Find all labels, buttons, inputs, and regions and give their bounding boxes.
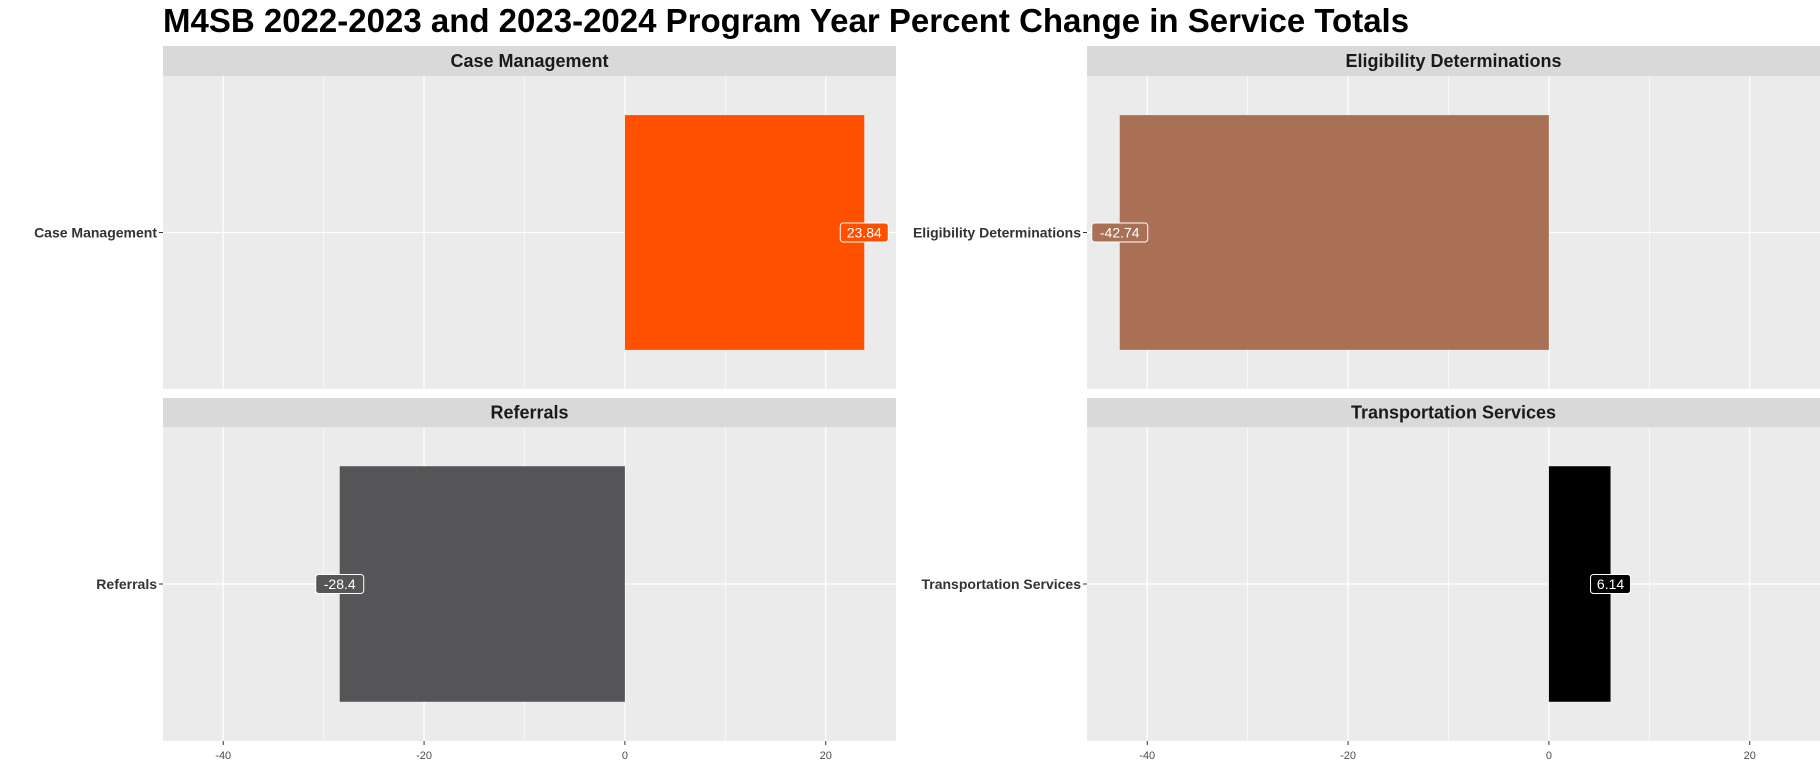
y-axis-category-label: Referrals [96, 576, 157, 592]
x-axis-tick-label: -40 [1139, 750, 1155, 762]
data-label-box [1590, 574, 1632, 594]
y-axis-category-label: Case Management [34, 225, 157, 241]
x-axis-tick-label: -40 [215, 750, 231, 762]
data-label-box [1091, 222, 1149, 243]
y-axis-category-label: Transportation Services [921, 576, 1081, 592]
facet-strip-referrals [163, 398, 896, 427]
data-label: 23.84 [847, 225, 882, 241]
data-label: -42.74 [1100, 225, 1140, 241]
bar-eligibility-determinations [1119, 115, 1549, 350]
bar-case-management [624, 115, 865, 350]
facet-strip-label: Case Management [450, 51, 608, 71]
data-label-box [839, 222, 889, 243]
x-axis-tick-label: 0 [1546, 750, 1552, 762]
bar-referrals [339, 466, 625, 702]
data-label-box [315, 574, 365, 594]
facet-strip-case-management [163, 46, 896, 76]
facet-strip-label: Transportation Services [1351, 403, 1556, 423]
chart-title: M4SB 2022-2023 and 2023-2024 Program Yea… [163, 2, 1410, 39]
facet-strip-label: Eligibility Determinations [1345, 51, 1561, 71]
data-label: -28.4 [324, 576, 356, 592]
facet-strip-eligibility-determinations [1087, 46, 1820, 76]
data-label: 6.14 [1597, 576, 1624, 592]
x-axis-tick-label: 20 [1744, 750, 1756, 762]
y-axis-category-label: Eligibility Determinations [913, 225, 1081, 241]
facet-strip-transportation-services [1087, 398, 1820, 427]
facet-strip-label: Referrals [490, 403, 568, 423]
x-axis-tick-label: 20 [820, 750, 832, 762]
x-axis-tick-label: -20 [1340, 750, 1356, 762]
x-axis-tick-label: -20 [416, 750, 432, 762]
x-axis-tick-label: 0 [622, 750, 628, 762]
